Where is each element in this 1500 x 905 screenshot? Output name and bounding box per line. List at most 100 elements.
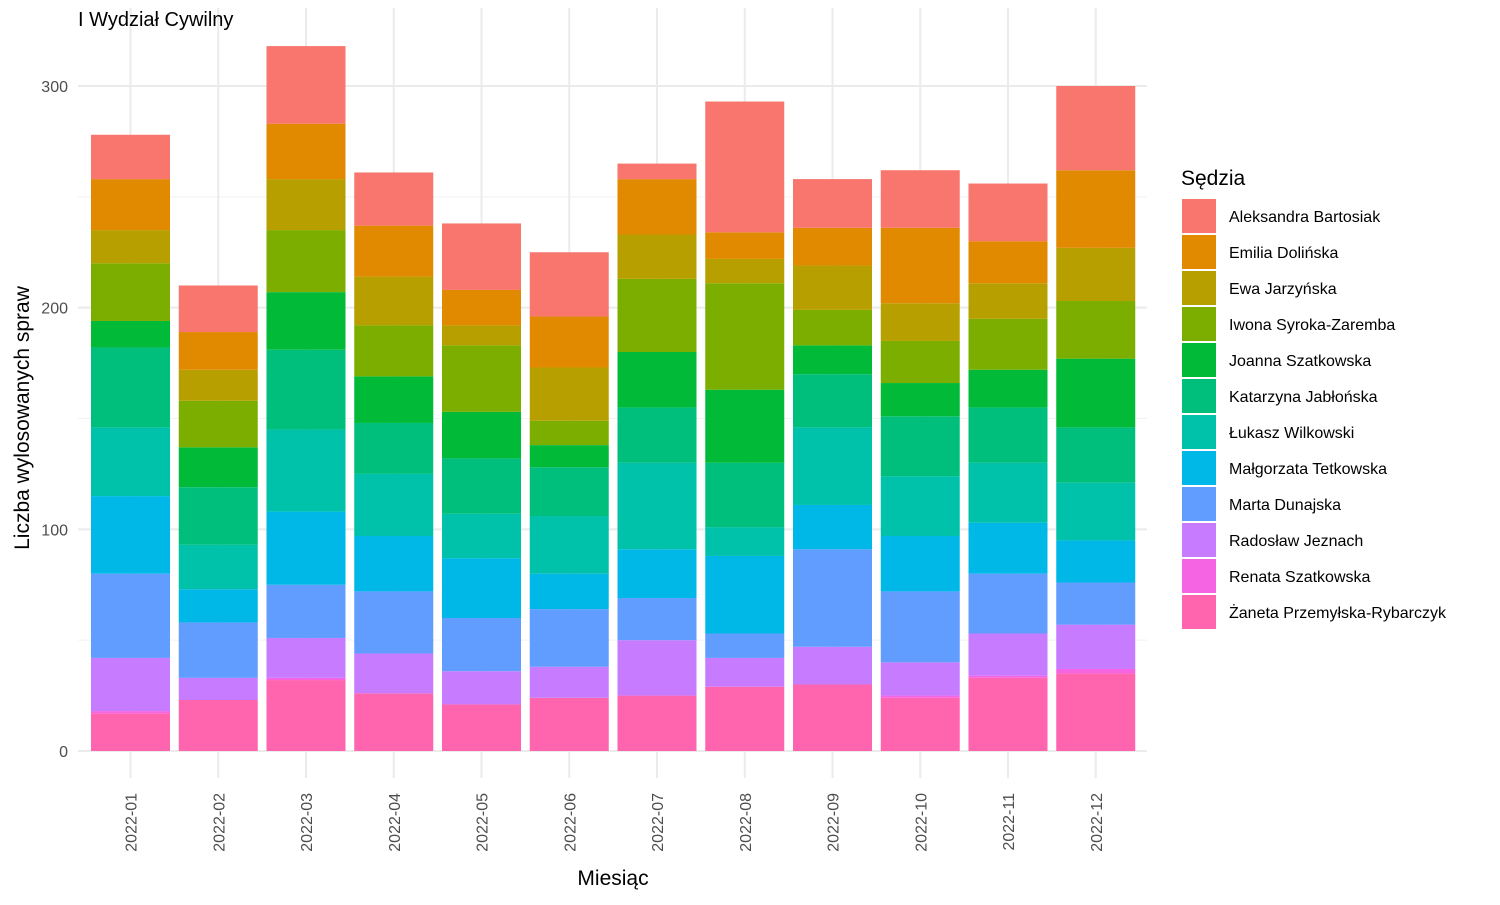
bar-segment [793, 549, 872, 647]
bar-segment [442, 411, 521, 459]
bar-segment [91, 263, 170, 321]
bar-segment [529, 467, 609, 517]
bar-segment [793, 427, 872, 505]
bar-segment [354, 535, 434, 592]
bar-segment [529, 697, 609, 751]
bar-segment [354, 225, 434, 277]
bar-segment [266, 677, 346, 681]
bar-segment [442, 671, 521, 705]
bar-segment [705, 101, 785, 233]
bar-segment [442, 558, 521, 618]
legend: Sędzia Aleksandra Bartosiak Emilia Dolińs… [1181, 167, 1447, 629]
bar-segment [91, 230, 170, 264]
legend-title: Sędzia [1181, 167, 1246, 190]
bar-segment [354, 591, 434, 654]
bar-segment [880, 476, 960, 536]
bar-segment [266, 637, 346, 678]
bar-segment [178, 400, 258, 448]
legend-key [1182, 199, 1216, 233]
bar-segment [793, 309, 872, 346]
legend-label: Radosław Jeznach [1229, 533, 1363, 550]
bar-segment [442, 513, 521, 559]
bar-segment [178, 369, 258, 401]
bar-segment [617, 407, 697, 463]
legend-label: Ewa Jarzyńska [1229, 281, 1337, 298]
axis-layer: 0 100 200 300 2022-01 2022-02 2022-03 2022-04 20… [41, 79, 1105, 852]
bar-segment [968, 183, 1048, 242]
x-tick-label: 2022-09 [826, 793, 843, 852]
bar-segment [442, 618, 521, 672]
bar-segment [968, 407, 1048, 463]
bar-segment [880, 662, 960, 696]
bar-segment [968, 283, 1048, 319]
legend-label: Renata Szatkowska [1229, 569, 1371, 586]
bar-segment [880, 227, 960, 304]
bar-segment [617, 352, 697, 408]
bar-segment [705, 283, 785, 390]
bar-segment [617, 278, 697, 352]
bar-segment [354, 473, 434, 536]
bar-segment [266, 292, 346, 350]
bar-segment [617, 163, 697, 180]
bar-segment [793, 227, 872, 266]
legend-key [1182, 379, 1216, 413]
bar-segment [617, 462, 697, 550]
bar-segment [1056, 427, 1136, 483]
x-tick-label: 2022-04 [387, 793, 404, 852]
bar-segment [617, 179, 697, 235]
legend-key [1182, 343, 1216, 377]
bar-segment [354, 376, 434, 423]
legend-label: Marta Dunajska [1229, 497, 1341, 514]
legend-label: Katarzyna Jabłońska [1229, 389, 1378, 406]
bar-segment [617, 234, 697, 279]
bar-segment [968, 241, 1048, 284]
bar-segment [880, 697, 960, 751]
x-axis-title: Miesiąc [577, 867, 648, 890]
bar-segment [793, 646, 872, 685]
bar-segment [1056, 668, 1136, 674]
bar-segment [1056, 247, 1136, 302]
x-tick-label: 2022-12 [1089, 793, 1106, 852]
bar-segment [91, 657, 170, 712]
bar-segment [880, 170, 960, 228]
bar-segment [529, 252, 609, 317]
bar-segment [178, 700, 258, 751]
bar-segment [529, 573, 609, 610]
bar-segment [529, 445, 609, 468]
bar-segment [968, 633, 1048, 676]
bar-segment [705, 462, 785, 528]
bar-segment [442, 704, 521, 751]
bar-segment [968, 369, 1048, 408]
x-tick-label: 2022-08 [738, 793, 755, 852]
bar-segment [354, 172, 434, 226]
bar-segment [793, 179, 872, 228]
bar-segment [617, 695, 697, 751]
bar-segment [266, 680, 346, 751]
bar-segment [91, 427, 170, 497]
bar-segment [354, 693, 434, 751]
legend-key [1182, 451, 1216, 485]
x-tick-label: 2022-06 [562, 793, 579, 852]
legend-key [1182, 487, 1216, 521]
bar-segment [442, 458, 521, 514]
bar-segment [442, 223, 521, 290]
bar-segment [266, 511, 346, 585]
bar-segment [266, 584, 346, 638]
bar-segment [354, 653, 434, 694]
bar-segment [705, 555, 785, 634]
bar-segment [1056, 673, 1136, 751]
bar-segment [91, 347, 170, 428]
bar-segment [91, 496, 170, 574]
legend-label: Iwona Syroka-Zaremba [1229, 317, 1395, 334]
bar-segment [91, 179, 170, 231]
bar-segment [354, 422, 434, 474]
legend-key [1182, 595, 1216, 629]
x-tick-label: 2022-01 [124, 793, 141, 852]
bar-segment [442, 325, 521, 346]
x-tick-label: 2022-05 [475, 793, 492, 852]
bar-segment [705, 686, 785, 751]
legend-label: Joanna Szatkowska [1229, 353, 1371, 370]
bar-segment [1056, 301, 1136, 359]
bar-segment [354, 325, 434, 377]
